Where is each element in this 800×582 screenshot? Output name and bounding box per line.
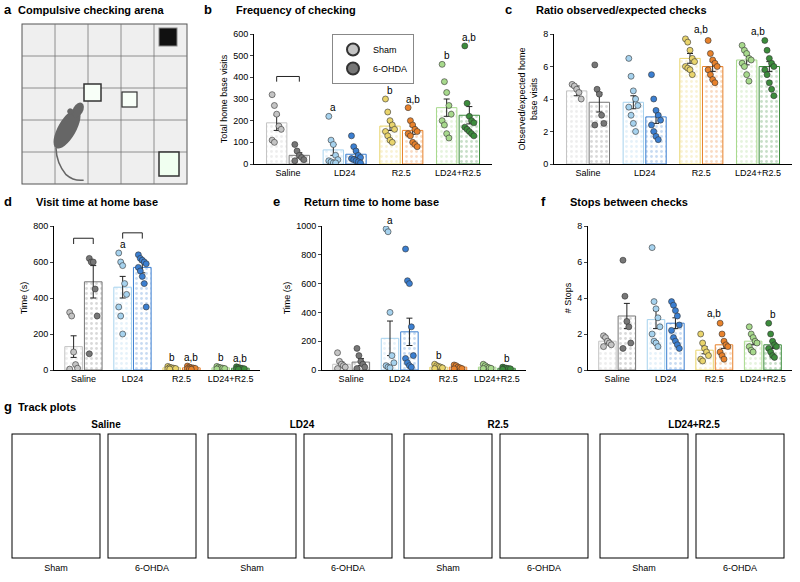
svg-text:e: e	[273, 194, 280, 209]
svg-text:200: 200	[301, 336, 316, 346]
svg-text:a,b: a,b	[184, 352, 198, 363]
svg-text:400: 400	[33, 293, 48, 303]
svg-text:b: b	[218, 352, 224, 363]
svg-text:Sham: Sham	[436, 563, 460, 573]
svg-text:600: 600	[233, 29, 248, 39]
svg-text:LD24+R2.5: LD24+R2.5	[740, 374, 786, 384]
svg-text:400: 400	[233, 72, 248, 82]
svg-text:LD24+R2.5: LD24+R2.5	[474, 374, 520, 384]
svg-text:300: 300	[233, 94, 248, 104]
svg-text:Saline: Saline	[339, 374, 364, 384]
svg-text:# Stops: # Stops	[563, 282, 573, 313]
svg-text:a,b: a,b	[694, 24, 708, 35]
svg-text:Saline: Saline	[605, 374, 630, 384]
svg-text:Stops between checks: Stops between checks	[570, 196, 688, 208]
svg-text:0: 0	[243, 159, 248, 169]
svg-text:Total home base visits: Total home base visits	[219, 54, 229, 143]
svg-text:R2.5: R2.5	[705, 374, 724, 384]
svg-text:LD24: LD24	[334, 168, 356, 178]
svg-text:100: 100	[233, 137, 248, 147]
svg-text:400: 400	[301, 308, 316, 318]
svg-text:4: 4	[577, 293, 582, 303]
svg-text:Return time to home base: Return time to home base	[304, 196, 439, 208]
svg-text:a: a	[4, 2, 12, 17]
svg-text:8: 8	[543, 29, 548, 39]
svg-text:600: 600	[301, 279, 316, 289]
svg-text:4: 4	[543, 94, 548, 104]
svg-text:0: 0	[577, 365, 582, 375]
svg-text:Visit time at home base: Visit time at home base	[36, 196, 158, 208]
svg-text:LD24: LD24	[290, 419, 315, 430]
svg-text:LD24: LD24	[122, 374, 144, 384]
svg-text:2: 2	[543, 127, 548, 137]
svg-text:8: 8	[577, 221, 582, 231]
svg-text:Sham: Sham	[44, 563, 68, 573]
svg-text:Compulsive checking arena: Compulsive checking arena	[18, 4, 164, 16]
svg-text:R2.5: R2.5	[172, 374, 191, 384]
svg-text:a: a	[387, 215, 393, 226]
svg-text:b: b	[169, 352, 175, 363]
svg-text:6: 6	[543, 62, 548, 72]
svg-text:Saline: Saline	[275, 168, 300, 178]
svg-text:R2.5: R2.5	[487, 419, 509, 430]
svg-text:a,b: a,b	[406, 94, 420, 105]
svg-text:a: a	[330, 102, 336, 113]
svg-text:a,b: a,b	[707, 308, 721, 319]
svg-text:a: a	[120, 239, 126, 250]
svg-text:6-OHDA: 6-OHDA	[723, 563, 757, 573]
svg-text:a,b: a,b	[462, 32, 476, 43]
svg-text:LD24: LD24	[655, 374, 677, 384]
svg-text:200: 200	[33, 329, 48, 339]
svg-text:6: 6	[577, 257, 582, 267]
svg-text:6-OHDA: 6-OHDA	[135, 563, 169, 573]
svg-text:LD24+R2.5: LD24+R2.5	[435, 168, 481, 178]
svg-text:LD24+R2.5: LD24+R2.5	[735, 168, 781, 178]
svg-text:LD24: LD24	[634, 168, 656, 178]
svg-text:0: 0	[543, 159, 548, 169]
svg-text:R2.5: R2.5	[392, 168, 411, 178]
svg-text:500: 500	[233, 51, 248, 61]
svg-text:g: g	[4, 399, 12, 414]
svg-text:Ratio observed/expected checks: Ratio observed/expected checks	[536, 4, 707, 16]
svg-text:Sham: Sham	[240, 563, 264, 573]
svg-text:0: 0	[43, 365, 48, 375]
svg-text:R2.5: R2.5	[439, 374, 458, 384]
svg-text:200: 200	[233, 116, 248, 126]
svg-text:Sham: Sham	[373, 45, 397, 55]
svg-text:Frequency of checking: Frequency of checking	[236, 4, 356, 16]
svg-text:b: b	[204, 2, 212, 17]
svg-text:Saline: Saline	[91, 419, 121, 430]
svg-text:LD24+R2.5: LD24+R2.5	[208, 374, 254, 384]
svg-text:Time (s): Time (s)	[19, 282, 29, 315]
svg-text:a,b: a,b	[751, 26, 765, 37]
svg-text:1000: 1000	[296, 221, 316, 231]
svg-text:Saline: Saline	[71, 374, 96, 384]
svg-text:b: b	[387, 85, 393, 96]
svg-text:6-OHDA: 6-OHDA	[331, 563, 365, 573]
svg-text:600: 600	[33, 257, 48, 267]
svg-text:R2.5: R2.5	[692, 168, 711, 178]
svg-text:b: b	[444, 50, 450, 61]
svg-text:Observed/expected homebase vis: Observed/expected homebase visits	[517, 47, 539, 150]
svg-text:f: f	[541, 194, 546, 209]
svg-text:Time (s): Time (s)	[282, 282, 292, 315]
svg-text:0: 0	[311, 365, 316, 375]
svg-text:b: b	[504, 353, 510, 364]
svg-text:LD24: LD24	[389, 374, 411, 384]
svg-text:2: 2	[577, 329, 582, 339]
svg-text:6-OHDA: 6-OHDA	[527, 563, 561, 573]
svg-text:Track plots: Track plots	[18, 401, 76, 413]
svg-text:b: b	[770, 309, 776, 320]
svg-text:800: 800	[301, 250, 316, 260]
svg-text:a,b: a,b	[233, 353, 247, 364]
svg-text:b: b	[436, 350, 442, 361]
svg-text:6-OHDA: 6-OHDA	[373, 64, 407, 74]
svg-text:Saline: Saline	[575, 168, 600, 178]
svg-text:d: d	[4, 194, 12, 209]
svg-text:Sham: Sham	[632, 563, 656, 573]
svg-text:800: 800	[33, 221, 48, 231]
svg-text:LD24+R2.5: LD24+R2.5	[668, 419, 720, 430]
svg-text:c: c	[505, 2, 512, 17]
